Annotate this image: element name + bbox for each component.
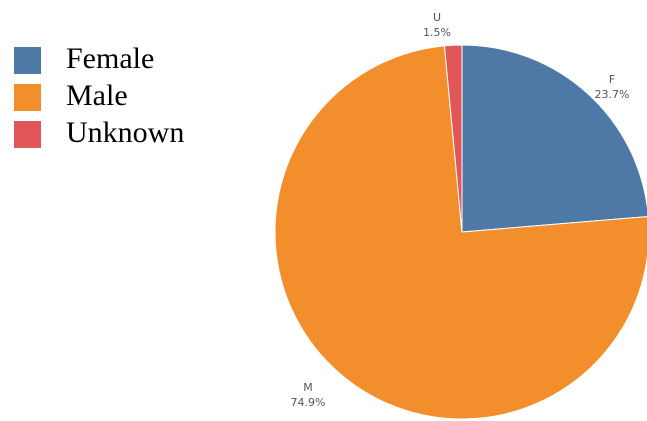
legend-swatch-male (14, 84, 41, 111)
slice-label-m-percent: 74.9% (291, 396, 326, 409)
legend-label-unknown: Unknown (66, 116, 185, 149)
legend-item-male: Male (14, 79, 214, 116)
chart-legend: Female Male Unknown (14, 42, 214, 153)
slice-label-u-code: U (433, 11, 441, 24)
pie-slice-u (443, 44, 463, 233)
pie-slice-f (461, 44, 647, 233)
legend-item-unknown: Unknown (14, 116, 214, 153)
slice-label-f-percent: 23.7% (595, 88, 630, 101)
pie-slice-m (274, 45, 647, 420)
legend-label-female: Female (66, 42, 155, 75)
slice-label-m-code: M (303, 381, 313, 394)
slice-label-u-percent: 1.5% (423, 26, 451, 39)
legend-swatch-unknown (14, 121, 41, 148)
legend-item-female: Female (14, 42, 214, 79)
legend-label-male: Male (66, 79, 128, 112)
slice-label-f-code: F (609, 73, 615, 86)
legend-swatch-female (14, 47, 41, 74)
